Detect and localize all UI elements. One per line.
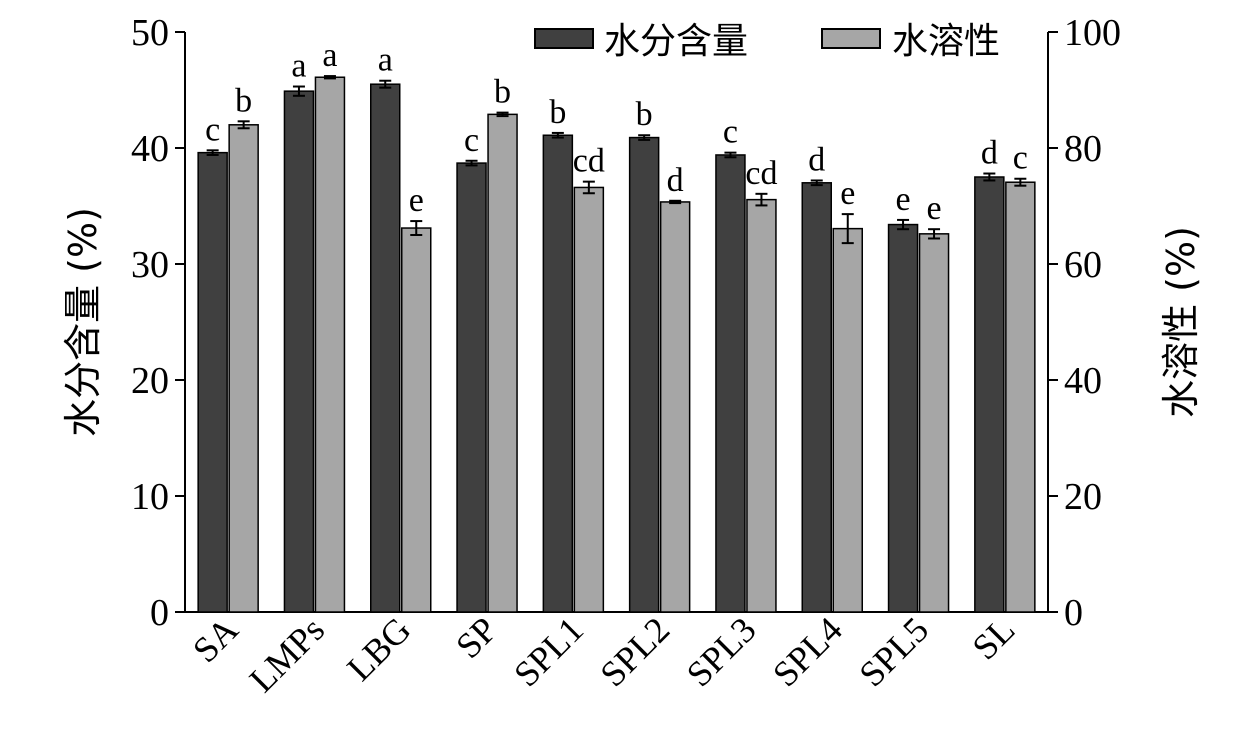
legend-swatch-solubility bbox=[821, 28, 881, 49]
significance-label: e bbox=[840, 175, 855, 212]
significance-label: b bbox=[494, 74, 511, 111]
bar-solubility bbox=[401, 227, 432, 613]
legend-label-moisture: 水分含量 bbox=[604, 21, 748, 62]
bar-solubility bbox=[314, 76, 346, 613]
significance-label: c bbox=[1013, 140, 1028, 177]
bar-solubility bbox=[228, 124, 259, 613]
significance-label: d bbox=[981, 135, 998, 172]
significance-label: e bbox=[409, 182, 424, 219]
bar-solubility bbox=[746, 198, 777, 613]
y-tick-label-left: 0 bbox=[150, 592, 169, 634]
bar-moisture bbox=[801, 182, 832, 613]
bar-moisture bbox=[197, 151, 228, 613]
bar-solubility bbox=[832, 227, 863, 613]
significance-label: b bbox=[636, 96, 653, 133]
bar-moisture bbox=[542, 134, 574, 613]
x-tick-label: SA bbox=[185, 609, 246, 670]
x-tick-label: SPL2 bbox=[592, 609, 677, 694]
axes: 0 10 20 30 40 50 0 20 40 60 80 100 bbox=[131, 12, 1121, 634]
bar-solubility bbox=[659, 201, 691, 613]
significance-label: a bbox=[291, 48, 306, 85]
y-tick-label-left: 40 bbox=[131, 128, 169, 170]
y-tick-label-left: 10 bbox=[131, 476, 169, 518]
significance-label: d bbox=[667, 162, 684, 199]
significance-label: cd bbox=[573, 143, 605, 180]
bar-solubility bbox=[573, 186, 605, 613]
bar-moisture bbox=[370, 83, 401, 613]
bar-solubility bbox=[1005, 181, 1036, 613]
y-axis-right-title: 水溶性 (%) bbox=[1159, 226, 1203, 418]
legend-label-solubility: 水溶性 bbox=[892, 21, 1000, 62]
significance-label: a bbox=[322, 37, 337, 74]
legend: 水分含量 水溶性 bbox=[534, 21, 1000, 62]
x-tick-label: SP bbox=[448, 609, 505, 666]
significance-label: c bbox=[464, 122, 479, 159]
bar-moisture bbox=[974, 176, 1005, 613]
significance-label: d bbox=[808, 141, 825, 178]
x-tick-label: SPL5 bbox=[851, 609, 936, 694]
significance-label: b bbox=[235, 82, 252, 119]
significance-label: cd bbox=[745, 155, 777, 192]
y-tick-label-right: 100 bbox=[1064, 12, 1121, 54]
bars bbox=[197, 75, 1036, 613]
significance-label: c bbox=[723, 114, 738, 151]
significance-label: b bbox=[549, 94, 566, 131]
y-axis-left-title: 水分含量 (%) bbox=[61, 207, 105, 437]
legend-swatch-moisture bbox=[534, 28, 594, 49]
x-tick-label: SL bbox=[965, 609, 1023, 667]
y-tick-label-right: 60 bbox=[1064, 244, 1102, 286]
y-tick-label-left: 20 bbox=[131, 360, 169, 402]
y-tick-label-right: 80 bbox=[1064, 128, 1102, 170]
significance-label: e bbox=[927, 190, 942, 227]
significance-label: e bbox=[896, 181, 911, 218]
bar-solubility bbox=[487, 113, 518, 613]
significance-label: c bbox=[205, 111, 220, 148]
y-tick-label-right: 20 bbox=[1064, 476, 1102, 518]
x-tick-label: LMPs bbox=[242, 609, 333, 700]
bar-moisture bbox=[715, 154, 746, 613]
bar-moisture bbox=[283, 90, 315, 613]
bar-moisture bbox=[887, 223, 919, 613]
significance-label: a bbox=[378, 42, 393, 79]
bar-solubility bbox=[918, 233, 950, 613]
y-tick-label-left: 30 bbox=[131, 244, 169, 286]
y-tick-label-right: 40 bbox=[1064, 360, 1102, 402]
y-tick-label-right: 0 bbox=[1064, 592, 1083, 634]
x-tick-label: SPL1 bbox=[506, 609, 591, 694]
x-tick-label: SPL3 bbox=[679, 609, 764, 694]
y-tick-label-left: 50 bbox=[131, 12, 169, 54]
bar-moisture bbox=[456, 162, 487, 613]
bar-moisture bbox=[628, 136, 660, 613]
x-tick-label: SPL4 bbox=[765, 609, 850, 694]
x-tick-label: LBG bbox=[339, 609, 418, 688]
